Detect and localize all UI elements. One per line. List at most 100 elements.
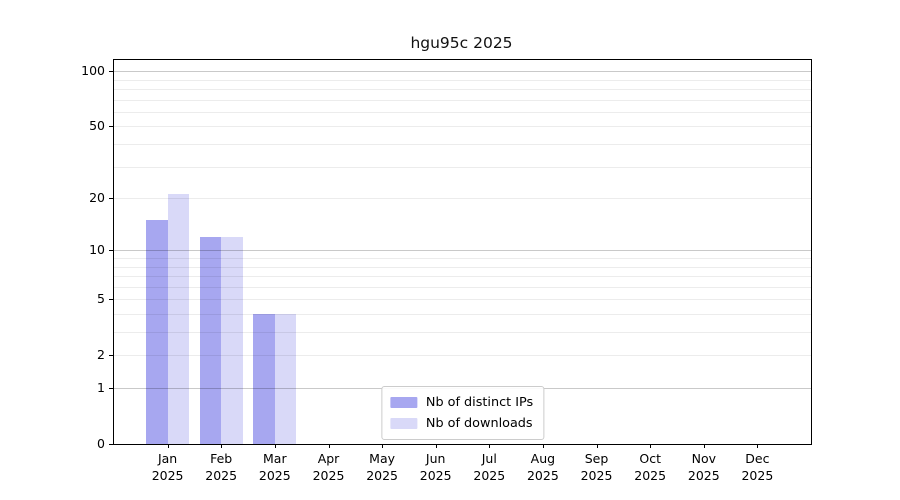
plot-area: 0 1 2 5 10 20 50 100 Jan 2025 Feb 2025 Mar 2025 Apr 202… xyxy=(81,59,812,483)
minor-gridline xyxy=(114,166,811,168)
x-tick-label-jul: Jul 2025 xyxy=(457,451,521,484)
x-tick-month: Nov xyxy=(691,451,716,466)
x-tick-year: 2025 xyxy=(634,467,667,483)
bar-jan-downloads xyxy=(167,194,189,444)
x-tick-label-mar: Mar 2025 xyxy=(243,451,307,484)
minor-gridline xyxy=(114,144,811,145)
x-tick-month: Aug xyxy=(530,451,556,466)
minor-gridline xyxy=(114,99,811,101)
legend-item-downloads: Nb of downloads xyxy=(389,413,533,434)
minor-gridline xyxy=(114,355,811,357)
x-tick-label-jun: Jun 2025 xyxy=(404,451,468,484)
minor-gridline xyxy=(114,126,811,128)
x-tick-mark xyxy=(650,444,652,448)
minor-gridline xyxy=(114,314,811,315)
bar-feb-distinct-ips xyxy=(199,236,222,444)
x-tick-year: 2025 xyxy=(258,467,291,483)
y-tick-mark xyxy=(109,388,113,389)
bars-layer xyxy=(114,60,811,444)
major-gridline xyxy=(114,250,811,252)
x-tick-month: May xyxy=(369,451,396,466)
y-tick-label: 1 xyxy=(97,380,105,395)
y-tick-mark xyxy=(109,126,113,128)
x-tick-month: Sep xyxy=(584,451,609,466)
y-tick-mark xyxy=(109,250,113,252)
y-tick-label: 10 xyxy=(89,242,105,258)
y-tick-mark xyxy=(109,198,113,200)
legend: Nb of distinct IPs Nb of downloads xyxy=(380,386,545,440)
minor-gridline xyxy=(114,332,811,333)
y-tick-label: 50 xyxy=(89,118,105,134)
chart-title: hgu95c 2025 xyxy=(410,34,513,52)
bar-jan-distinct-ips xyxy=(146,220,168,444)
minor-gridline xyxy=(114,299,811,301)
x-tick-mark xyxy=(703,444,705,448)
gridlines-layer xyxy=(114,60,811,444)
x-tick-year: 2025 xyxy=(473,467,506,483)
x-tick-mark xyxy=(489,444,491,448)
x-tick-mark xyxy=(435,444,437,448)
y-tick-mark xyxy=(109,444,113,445)
minor-gridline xyxy=(114,286,811,288)
legend-label-downloads: Nb of downloads xyxy=(425,416,533,431)
x-tick-month: Jul xyxy=(481,451,497,466)
x-tick-label-aug: Aug 2025 xyxy=(511,451,575,484)
x-tick-mark xyxy=(382,444,384,448)
x-tick-mark xyxy=(596,444,598,448)
x-tick-mark xyxy=(221,444,223,448)
x-tick-label-sep: Sep 2025 xyxy=(565,451,629,484)
x-tick-month: Dec xyxy=(745,451,770,466)
y-tick-label: 2 xyxy=(97,347,105,363)
legend-item-distinct-ips: Nb of distinct IPs xyxy=(389,392,534,413)
y-tick-label: 20 xyxy=(89,190,105,206)
x-tick-year: 2025 xyxy=(741,467,774,483)
x-tick-label-dec: Dec 2025 xyxy=(725,451,789,484)
x-tick-label-apr: Apr 2025 xyxy=(297,451,361,484)
y-tick-label: 5 xyxy=(97,291,105,307)
x-tick-label-oct: Oct 2025 xyxy=(618,451,682,484)
legend-label-distinct-ips: Nb of distinct IPs xyxy=(425,395,534,410)
axis-ticks-layer: 0 1 2 5 10 20 50 100 Jan 2025 Feb 2025 Mar 2025 Apr 202… xyxy=(81,60,811,482)
x-tick-month: Mar xyxy=(263,451,287,466)
x-tick-month: Oct xyxy=(639,451,661,466)
x-tick-year: 2025 xyxy=(687,467,720,483)
minor-gridline xyxy=(114,79,811,81)
x-tick-year: 2025 xyxy=(312,467,345,483)
y-tick-mark xyxy=(109,355,113,357)
y-tick-mark xyxy=(109,299,113,301)
minor-gridline xyxy=(114,276,811,277)
x-tick-month: Apr xyxy=(317,451,340,466)
x-tick-year: 2025 xyxy=(419,467,452,483)
x-tick-label-may: May 2025 xyxy=(350,451,414,484)
x-tick-year: 2025 xyxy=(205,467,238,483)
major-gridline xyxy=(114,71,811,73)
x-tick-mark xyxy=(274,444,276,448)
x-tick-month: Jan xyxy=(157,451,178,466)
bar-mar-distinct-ips xyxy=(253,314,275,444)
x-tick-label-nov: Nov 2025 xyxy=(672,451,736,484)
x-tick-label-feb: Feb 2025 xyxy=(189,451,253,484)
x-tick-label-jan: Jan 2025 xyxy=(136,451,200,484)
x-tick-year: 2025 xyxy=(366,467,398,483)
minor-gridline xyxy=(114,258,811,259)
legend-swatch-downloads xyxy=(389,418,417,429)
y-tick-mark xyxy=(109,71,113,73)
y-tick-label: 100 xyxy=(81,63,105,79)
minor-gridline xyxy=(114,266,811,268)
y-tick-label: 0 xyxy=(97,436,105,451)
minor-gridline xyxy=(114,89,811,90)
minor-gridline xyxy=(114,111,811,113)
x-tick-mark xyxy=(542,444,544,448)
x-tick-mark xyxy=(328,444,330,448)
bar-mar-downloads xyxy=(274,314,297,444)
bar-feb-downloads xyxy=(221,236,243,444)
x-tick-year: 2025 xyxy=(526,467,559,483)
x-tick-month: Jun xyxy=(425,451,446,466)
x-tick-mark xyxy=(757,444,759,448)
x-tick-year: 2025 xyxy=(580,467,613,483)
legend-swatch-distinct-ips xyxy=(389,397,417,408)
x-tick-mark xyxy=(167,444,169,448)
x-tick-month: Feb xyxy=(210,451,233,466)
minor-gridline xyxy=(114,198,811,200)
